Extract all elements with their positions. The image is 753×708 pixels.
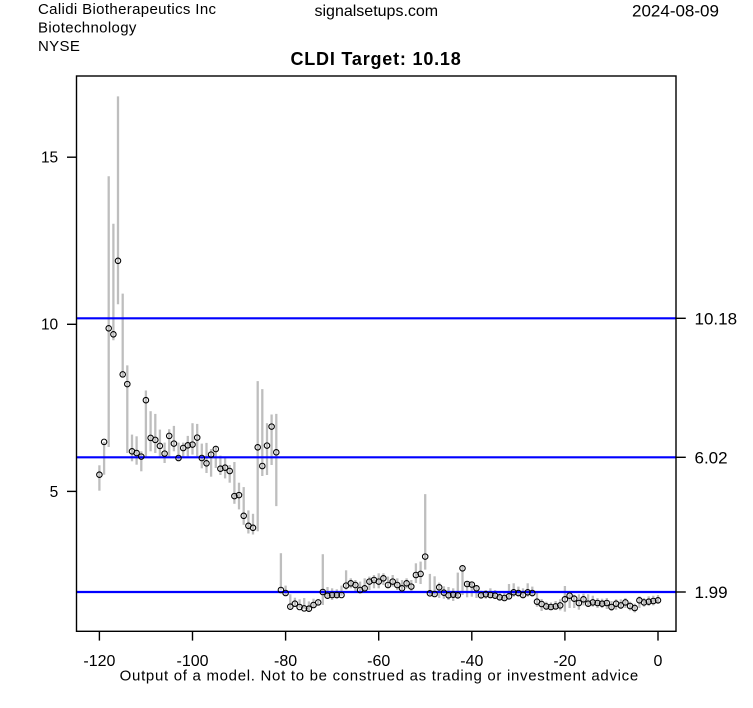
svg-text:signalsetups.com: signalsetups.com — [315, 3, 439, 20]
svg-text:-120: -120 — [83, 653, 115, 670]
svg-text:15: 15 — [41, 150, 58, 167]
svg-text:-60: -60 — [367, 653, 390, 670]
svg-text:0: 0 — [654, 653, 663, 670]
svg-text:CLDI Target: 10.18: CLDI Target: 10.18 — [290, 49, 461, 69]
svg-text:Biotechnology: Biotechnology — [38, 20, 137, 37]
svg-text:6.02: 6.02 — [695, 449, 728, 468]
svg-text:10.18: 10.18 — [695, 310, 738, 329]
svg-text:5: 5 — [50, 484, 59, 501]
svg-text:-80: -80 — [274, 653, 297, 670]
svg-text:NYSE: NYSE — [38, 38, 80, 55]
svg-text:1.99: 1.99 — [695, 583, 728, 602]
svg-text:-100: -100 — [176, 653, 208, 670]
svg-text:-40: -40 — [460, 653, 483, 670]
svg-text:Calidi Biotherapeutics Inc: Calidi Biotherapeutics Inc — [38, 1, 217, 18]
svg-text:-20: -20 — [553, 653, 576, 670]
svg-text:2024-08-09: 2024-08-09 — [632, 1, 719, 20]
svg-text:Output of a model. Not to be c: Output of a model. Not to be construed a… — [120, 668, 639, 685]
svg-text:10: 10 — [41, 317, 59, 334]
